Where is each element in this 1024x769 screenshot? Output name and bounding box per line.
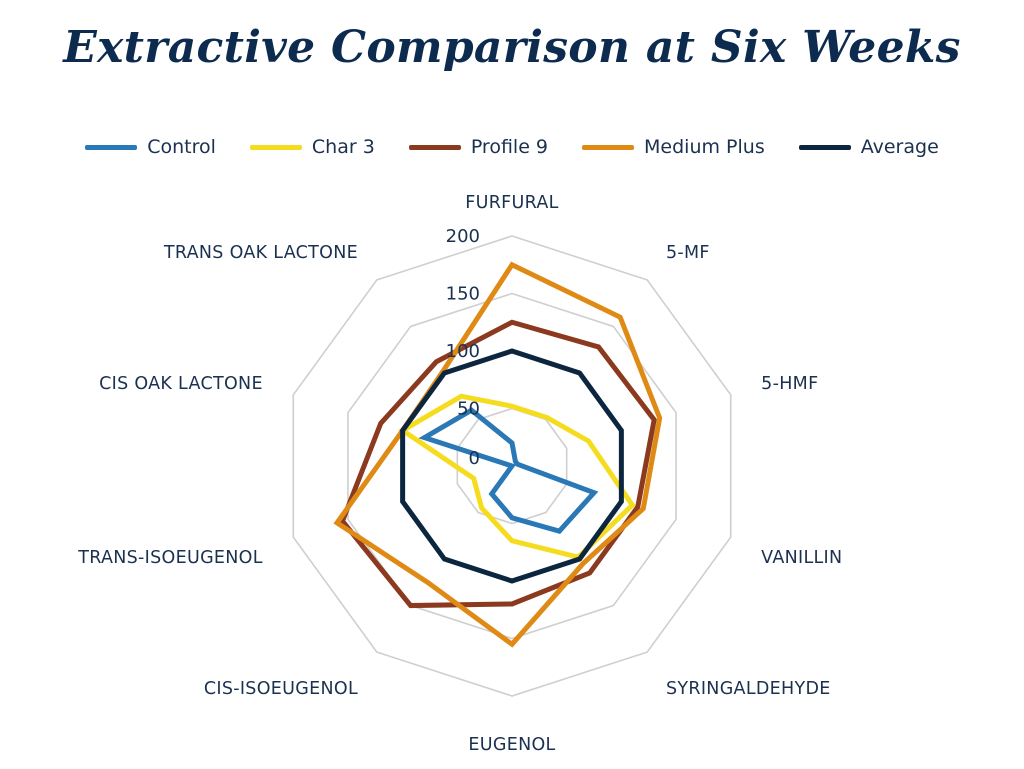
axis-label: TRANS OAK LACTONE: [163, 243, 358, 263]
axis-label: CIS OAK LACTONE: [99, 374, 263, 394]
grid-ring: [456, 407, 568, 525]
legend-swatch-medium-plus: [582, 144, 635, 150]
axis-label: VANILLIN: [761, 548, 842, 568]
axis-label: CIS-ISOEUGENOL: [204, 679, 358, 699]
legend-label-control: Control: [147, 136, 216, 158]
legend-label-char3: Char 3: [311, 136, 375, 158]
legend-swatch-control: [85, 144, 138, 150]
legend-label-medium-plus: Medium Plus: [644, 136, 765, 158]
legend-item-medium-plus: Medium Plus: [582, 136, 765, 158]
legend-label-profile9: Profile 9: [470, 136, 549, 158]
axis-label: FURFURAL: [465, 193, 558, 213]
series-line-char-3: [397, 393, 636, 560]
legend-item-profile9: Profile 9: [408, 136, 549, 158]
axis-label: EUGENOL: [468, 735, 555, 755]
axis-label: 5-MF: [666, 243, 710, 263]
tick-label: 100: [446, 341, 480, 362]
legend-item-average: Average: [798, 136, 939, 158]
grid-ring: [292, 235, 732, 697]
legend-swatch-profile9: [408, 144, 461, 150]
tick-label: 150: [446, 284, 480, 305]
axis-label: 5-HMF: [761, 374, 818, 394]
series-line-control: [418, 407, 599, 534]
legend-label-average: Average: [860, 136, 939, 158]
legend-item-char3: Char 3: [249, 136, 375, 158]
legend-item-control: Control: [85, 136, 216, 158]
legend-swatch-char3: [249, 144, 302, 150]
legend-swatch-average: [798, 144, 851, 150]
chart-title: Extractive Comparison at Six Weeks: [63, 22, 961, 73]
axis-label: TRANS-ISOEUGENOL: [77, 548, 263, 568]
series-line-medium-plus: [333, 261, 663, 648]
tick-label: 0: [469, 448, 480, 469]
series-line-average: [400, 348, 624, 584]
series-line-profile-9: [339, 319, 657, 609]
tick-label: 200: [446, 226, 480, 247]
tick-label: 50: [457, 399, 480, 420]
legend: Control Char 3 Profile 9 Medium Plus Ave…: [0, 136, 1024, 158]
grid-ring: [347, 292, 677, 640]
axis-label: SYRINGALDEHYDE: [666, 679, 831, 699]
